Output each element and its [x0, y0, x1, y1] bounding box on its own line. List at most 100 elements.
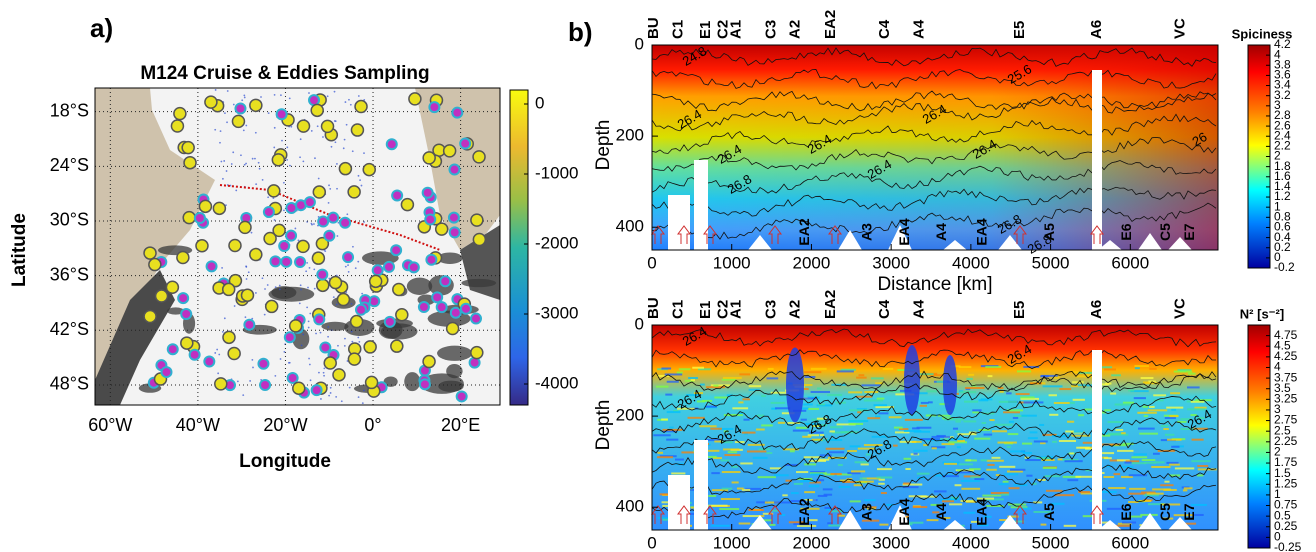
field-streak — [966, 377, 973, 380]
red-arrow — [677, 225, 691, 244]
bathymetry-speck — [258, 167, 261, 170]
colorbar-tick-label: -3000 — [535, 303, 578, 322]
field-streak — [1166, 406, 1184, 409]
station-dot — [275, 108, 288, 121]
seamount — [406, 277, 433, 295]
field-streak — [796, 471, 809, 474]
bathymetry — [838, 510, 862, 530]
field-streak — [804, 491, 816, 494]
station-dot — [439, 275, 452, 288]
bathymetry-speck — [336, 235, 339, 237]
panel-label: a) — [90, 13, 113, 43]
station-dot — [408, 92, 422, 106]
field-streak — [1171, 408, 1177, 411]
field-streak — [849, 445, 861, 448]
station-dot — [198, 199, 213, 214]
bathymetry-speck — [305, 270, 308, 273]
colorbar-tick-label: 2.4 — [1274, 128, 1291, 142]
field-streak — [957, 439, 965, 442]
field-streak — [1071, 434, 1091, 437]
field-streak — [857, 411, 862, 414]
field-streak — [1147, 409, 1168, 412]
field-streak — [705, 386, 726, 389]
field-streak — [925, 414, 936, 417]
station-dot — [195, 239, 209, 253]
field-streak — [1133, 453, 1147, 456]
field-streak — [1113, 473, 1121, 476]
station-dot — [203, 355, 216, 368]
eddy-label: A4 — [933, 223, 949, 241]
field-streak — [747, 443, 765, 446]
station-dot — [350, 123, 365, 137]
station-dot — [354, 99, 368, 114]
field-streak — [1040, 523, 1047, 526]
field-streak — [968, 373, 975, 376]
bathymetry-speck — [351, 150, 354, 153]
field-streak — [1180, 522, 1197, 525]
field-streak — [661, 418, 668, 421]
station-dot — [421, 186, 434, 199]
red-arrow — [1013, 505, 1027, 524]
field-streak — [839, 479, 851, 482]
field-streak — [963, 420, 977, 423]
field-streak — [954, 471, 972, 474]
station-dot — [459, 302, 472, 315]
field-streak — [931, 447, 937, 450]
x-tick-label: 5000 — [1032, 533, 1070, 552]
bathymetry — [943, 240, 967, 250]
station-dot — [148, 257, 162, 272]
field-streak — [1051, 502, 1065, 505]
bathymetry-speck — [308, 266, 311, 269]
y-tick-label: 30°S — [50, 210, 89, 230]
field-streak — [770, 391, 788, 394]
field-streak — [1151, 465, 1171, 468]
field-streak — [864, 391, 879, 394]
bathymetry-speck — [345, 123, 348, 126]
field-streak — [1023, 401, 1044, 404]
bathymetry-speck — [299, 138, 302, 141]
field-streak — [1140, 377, 1154, 380]
field-streak — [1187, 386, 1200, 389]
field-streak — [669, 426, 674, 429]
field-streak — [1191, 438, 1204, 441]
field-streak — [978, 428, 991, 431]
field-streak — [876, 397, 885, 400]
field-streak — [997, 441, 1017, 444]
station-label: C3 — [763, 300, 780, 319]
field-streak — [1141, 491, 1156, 494]
field-streak — [653, 434, 671, 437]
x-tick-label: 6000 — [1111, 533, 1149, 552]
bathymetry-speck — [314, 157, 316, 160]
field-streak — [766, 377, 779, 380]
field-streak — [1166, 461, 1179, 464]
bathymetry-speck — [250, 231, 253, 234]
field-streak — [720, 498, 740, 501]
field-streak — [864, 499, 876, 502]
field-streak — [879, 523, 889, 526]
colorbar-tick-label: 1.75 — [1274, 455, 1298, 469]
field-streak — [824, 473, 835, 476]
station-dot — [431, 291, 444, 304]
field-streak — [956, 446, 961, 449]
field-streak — [1033, 440, 1048, 443]
field-streak — [657, 456, 673, 459]
field-streak — [987, 375, 993, 378]
colorbar-tick-label: -0.2 — [1274, 260, 1295, 274]
bathymetry-speck — [273, 93, 276, 96]
bathymetry-speck — [357, 336, 360, 339]
field-streak — [941, 443, 955, 446]
colorbar-label: Spiciness — [1232, 26, 1293, 41]
field-streak — [978, 399, 989, 402]
contour — [651, 395, 1217, 434]
bathymetry-speck — [302, 160, 305, 163]
field-streak — [1010, 450, 1025, 453]
field-streak — [961, 487, 981, 490]
station-dot — [177, 292, 190, 305]
bathymetry-speck — [351, 340, 354, 343]
field-streak — [1101, 443, 1121, 446]
field-streak — [671, 472, 686, 475]
field-streak — [931, 446, 946, 449]
field-streak — [1138, 427, 1155, 430]
station-dot — [390, 244, 403, 257]
field-streak — [998, 400, 1018, 403]
